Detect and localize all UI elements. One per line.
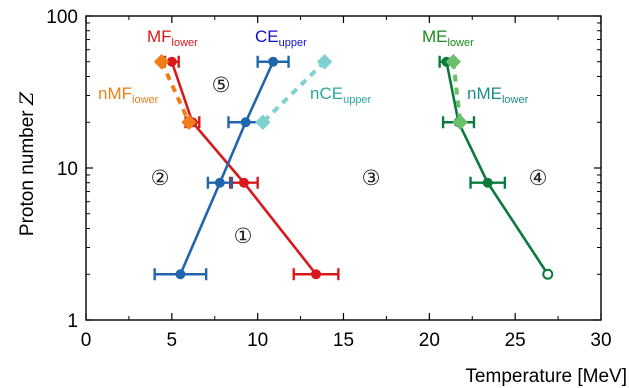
series-label-sub: lower [132, 94, 159, 106]
series-label-nMF_lower: nMFlower [98, 84, 159, 106]
region-label: ② [151, 166, 170, 190]
series-label-main: nCE [310, 84, 343, 103]
series-label-main: nMF [98, 84, 132, 103]
data-point [214, 177, 225, 188]
series-line-nME_lower [451, 61, 463, 123]
data-point-diamond [445, 54, 462, 70]
series-line-nCE_upper [261, 60, 327, 124]
series-label-sub: upper [279, 37, 307, 49]
y-axis-label-variable: Z [16, 91, 38, 106]
data-point [311, 269, 322, 280]
x-tick-label: 20 [419, 330, 440, 351]
x-tick-label: 10 [247, 330, 268, 351]
series-label-main: CE [255, 27, 279, 46]
series-label-nME_lower: nMElower [467, 84, 529, 106]
series-line-CE_upper [179, 61, 275, 275]
data-point [268, 56, 279, 67]
data-point [175, 269, 186, 280]
x-tick-label: 30 [590, 330, 611, 351]
series-line-ME_lower [445, 61, 549, 275]
data-point-diamond [255, 114, 271, 130]
x-tick-label: 5 [167, 330, 178, 351]
series-line-MF_lower [170, 61, 318, 276]
data-point-diamond [452, 114, 468, 130]
y-axis-label-text: Proton number [17, 105, 38, 236]
series-nCE_upper [255, 54, 333, 130]
data-point [238, 177, 249, 188]
y-axis-label: Proton number Z [16, 91, 38, 236]
series-nME_lower [445, 54, 468, 130]
data-point-diamond [153, 54, 170, 70]
series-line-nMF_lower [159, 60, 191, 124]
region-label: ③ [362, 166, 381, 190]
series-label-nCE_upper: nCEupper [310, 84, 372, 106]
series-label-sub: lower [448, 37, 475, 49]
series-label-main: MF [147, 27, 172, 46]
x-tick-label: 15 [333, 330, 354, 351]
y-tick-label: 10 [57, 159, 78, 180]
series-layer [153, 54, 554, 281]
x-tick-label: 25 [505, 330, 526, 351]
x-tick-label: 0 [81, 330, 92, 351]
x-axis-label: Temperature [MeV] [465, 366, 627, 387]
region-label: ④ [529, 166, 548, 190]
series-CE_upper [153, 55, 290, 281]
series-label-main: nME [467, 84, 502, 103]
axes-layer: 0 5 10 15 20 25 30 1 10 100 Temperature [MeV] Proto… [16, 7, 627, 387]
series-label-ME_lower: MElower [422, 27, 474, 49]
series-label-sub: lower [172, 37, 199, 49]
series-label-MF_lower: MFlower [147, 27, 198, 49]
data-point-diamond [316, 54, 333, 70]
y-tick-label: 100 [46, 7, 78, 28]
data-point-diamond [181, 114, 197, 130]
series-label-CE_upper: CEupper [255, 27, 307, 49]
series-label-sub: upper [343, 94, 371, 106]
region-label: ⑤ [212, 73, 231, 97]
data-point [240, 117, 251, 128]
series-label-main: ME [422, 27, 448, 46]
data-point-open [542, 268, 554, 280]
data-point [166, 56, 177, 67]
data-point [482, 177, 493, 188]
series-label-sub: lower [502, 94, 529, 106]
y-tick-label: 1 [67, 311, 78, 332]
region-label: ① [234, 224, 253, 248]
series-nMF_lower [153, 54, 197, 130]
